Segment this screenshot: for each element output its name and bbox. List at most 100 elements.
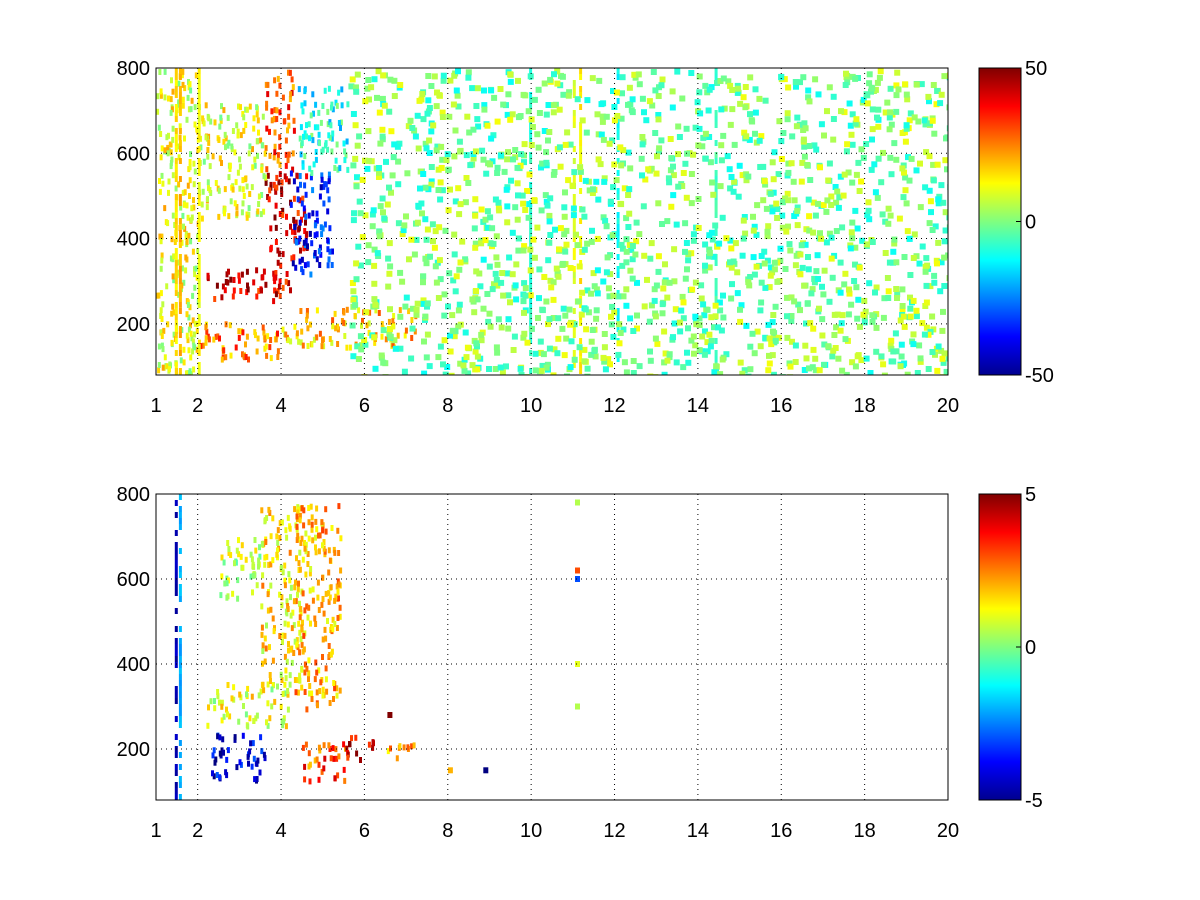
heatmap-cell <box>581 246 588 253</box>
heatmap-streak-cell <box>174 368 178 374</box>
heatmap-cell <box>368 84 375 91</box>
heatmap-cell <box>215 282 219 289</box>
heatmap-cell <box>237 103 240 110</box>
heatmap-cell <box>282 715 286 722</box>
heatmap-cell <box>331 317 335 324</box>
heatmap-cell <box>324 635 328 642</box>
heatmap-cell <box>186 214 190 221</box>
heatmap-cell <box>273 143 277 150</box>
heatmap-cell <box>431 73 438 80</box>
heatmap-cell <box>691 350 697 357</box>
heatmap-cell <box>905 154 911 161</box>
heatmap-cell <box>469 362 476 369</box>
heatmap-cell <box>334 593 338 600</box>
heatmap-cell <box>938 91 945 98</box>
heatmap-cell <box>423 145 430 152</box>
heatmap-cell <box>574 242 581 249</box>
heatmap-cell <box>757 343 764 350</box>
heatmap-cell <box>480 256 487 263</box>
heatmap-cell <box>371 262 378 269</box>
heatmap-cell <box>921 331 928 338</box>
heatmap-cell <box>907 272 914 278</box>
heatmap-cell <box>813 146 820 153</box>
heatmap-cell <box>721 105 728 112</box>
heatmap-cell <box>421 370 428 375</box>
heatmap-cell <box>923 299 930 306</box>
heatmap-cell <box>159 290 163 297</box>
heatmap-streak-cell <box>197 134 201 140</box>
heatmap-streak-cell <box>572 86 576 92</box>
heatmap-cell <box>601 331 608 337</box>
heatmap-cell <box>926 220 933 227</box>
heatmap-cell <box>848 229 855 236</box>
heatmap-cell <box>837 289 844 296</box>
heatmap-cell <box>235 122 239 129</box>
heatmap-cell <box>517 365 524 372</box>
heatmap-cell <box>229 552 233 558</box>
heatmap-cell <box>257 193 261 200</box>
heatmap-cell <box>906 235 913 242</box>
heatmap-cell <box>337 550 341 556</box>
heatmap-streak-cell <box>616 194 620 200</box>
heatmap-cell <box>557 225 564 232</box>
heatmap-cell <box>524 188 531 194</box>
heatmap-cell <box>440 72 447 79</box>
heatmap-cell <box>916 260 923 267</box>
heatmap-point <box>575 661 580 667</box>
heatmap-cell <box>865 207 872 214</box>
heatmap-cell <box>444 151 451 158</box>
heatmap-cell <box>812 212 819 219</box>
heatmap-cell <box>606 293 613 300</box>
heatmap-cell <box>331 745 335 752</box>
heatmap-cell <box>445 166 452 173</box>
heatmap-cell <box>706 86 713 93</box>
heatmap-cell <box>615 351 622 358</box>
heatmap-cell <box>515 192 521 199</box>
heatmap-cell <box>712 222 719 229</box>
heatmap-cell <box>262 208 266 215</box>
heatmap-cell <box>524 339 531 346</box>
heatmap-cell <box>446 270 453 277</box>
heatmap-cell <box>561 231 568 238</box>
heatmap-cell <box>256 335 260 342</box>
heatmap-cell <box>803 355 810 362</box>
heatmap-cell <box>237 718 241 725</box>
heatmap-cell <box>864 100 871 107</box>
heatmap-cell <box>810 325 817 332</box>
heatmap-cell <box>829 274 836 281</box>
heatmap-cell <box>938 259 945 266</box>
heatmap-cell <box>322 610 326 617</box>
heatmap-cell <box>255 776 259 782</box>
heatmap-cell <box>265 100 269 107</box>
heatmap-streak-cell <box>178 512 182 518</box>
heatmap-cell <box>578 311 585 318</box>
heatmap-cell <box>261 274 265 281</box>
heatmap-cell <box>264 81 268 88</box>
heatmap-cell <box>437 343 444 350</box>
heatmap-streak-cell <box>572 218 576 224</box>
heatmap-cell <box>525 214 532 221</box>
heatmap-cell <box>647 255 654 262</box>
heatmap-cell <box>227 213 231 220</box>
heatmap-cell <box>254 547 258 554</box>
heatmap-cell <box>205 328 209 335</box>
heatmap-streak-cell <box>579 146 583 152</box>
heatmap-cell <box>338 687 342 694</box>
heatmap-cell <box>314 149 318 155</box>
heatmap-cell <box>237 277 241 284</box>
heatmap-cell <box>354 734 358 741</box>
heatmap-streak-cell <box>529 182 533 188</box>
heatmap-cell <box>461 367 468 374</box>
colorbar-tick-label: -5 <box>1025 790 1043 812</box>
heatmap-cell <box>321 527 325 534</box>
heatmap-streak-cell <box>572 158 576 164</box>
heatmap-cell <box>614 113 621 119</box>
heatmap-cell <box>352 122 359 129</box>
heatmap-cell <box>927 198 934 205</box>
heatmap-cell <box>740 217 747 224</box>
heatmap-cell <box>272 298 276 305</box>
heatmap-cell <box>579 206 586 213</box>
heatmap-cell <box>161 180 165 187</box>
heatmap-cell <box>189 354 193 361</box>
heatmap-cell <box>289 646 293 653</box>
